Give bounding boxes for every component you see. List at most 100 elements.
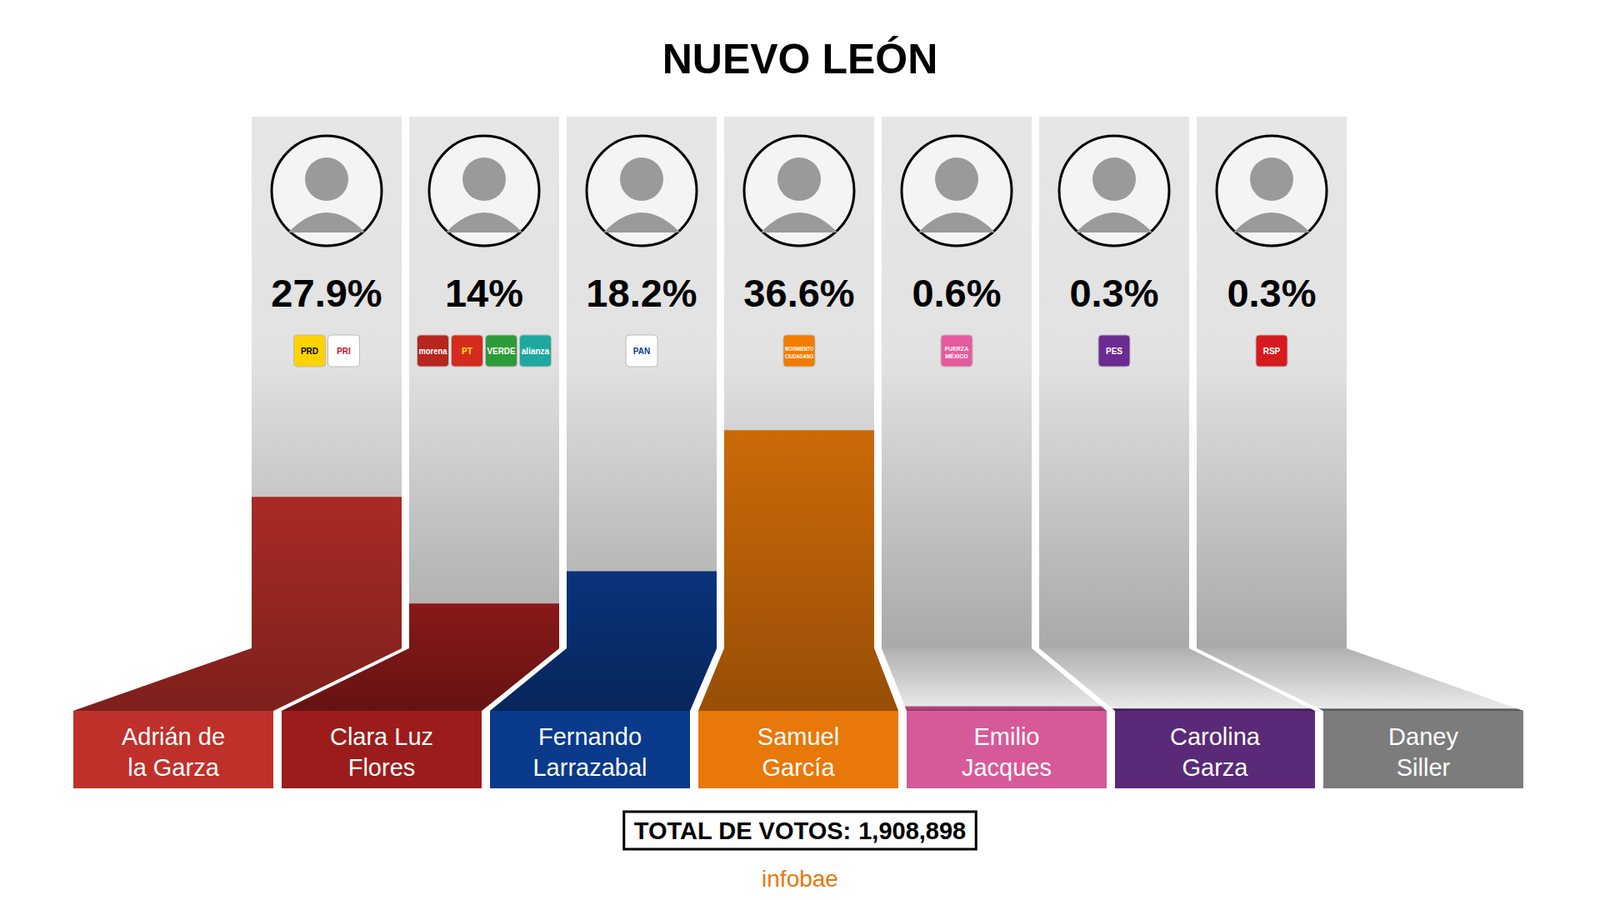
photo-frame xyxy=(1216,135,1327,246)
party-label: PAN xyxy=(633,346,650,356)
category-label: Clara LuzFlores xyxy=(330,723,434,781)
bar-shade xyxy=(1318,708,1524,711)
bar-shade xyxy=(1112,708,1315,711)
party-label: morena xyxy=(419,346,448,356)
category-line: Larrazabal xyxy=(532,754,647,781)
category-line: Daney xyxy=(1388,723,1459,750)
photo-body xyxy=(1233,212,1310,233)
category-line: Emilio xyxy=(974,723,1040,750)
category-label: Daney Siller xyxy=(1388,723,1459,781)
name-plate xyxy=(1323,710,1524,789)
name-plate xyxy=(73,710,274,789)
column-bg xyxy=(1196,116,1347,649)
category-line: Carolina xyxy=(1170,723,1261,750)
photo-body xyxy=(760,212,838,233)
bar-group xyxy=(490,571,717,711)
party-logo xyxy=(783,335,815,367)
backgrounds xyxy=(73,116,1524,789)
name-plate xyxy=(1115,710,1315,789)
photo-frame xyxy=(1059,135,1170,246)
party-logo xyxy=(520,335,552,367)
name-plate xyxy=(490,710,690,789)
source: infobae xyxy=(761,865,839,892)
category-line: la Garza xyxy=(127,754,220,781)
total-value: 1,908,898 xyxy=(858,817,966,845)
column-bg xyxy=(566,116,717,649)
bar-group xyxy=(1318,708,1524,711)
data-label: 0.3% xyxy=(1226,270,1316,315)
category-label: Adrián de la Garza xyxy=(121,723,225,781)
party-label: PRD xyxy=(300,346,319,356)
total-box xyxy=(624,811,977,850)
bar xyxy=(1318,708,1524,711)
photo-head xyxy=(1250,157,1294,201)
name-plate xyxy=(698,710,899,789)
photo-body xyxy=(1075,212,1153,233)
photo-frame xyxy=(271,135,382,246)
party-logo xyxy=(294,335,326,367)
photo-body xyxy=(445,212,523,233)
photo-frame xyxy=(744,135,855,246)
labels: 27.9% PRD PRI Adrián de la Garza 14% morena PT V… xyxy=(121,270,1459,781)
party-label: PES xyxy=(1105,346,1123,356)
party-logo xyxy=(485,335,518,367)
category-line: Clara Luz xyxy=(330,723,434,750)
party-logo xyxy=(1098,335,1130,367)
total-label: TOTAL DE VOTOS: xyxy=(634,817,852,845)
photo-frame xyxy=(586,135,697,246)
party-label: RSP xyxy=(1263,346,1281,356)
data-label: 14% xyxy=(445,270,524,315)
column-bg xyxy=(1039,116,1190,649)
data-label: 0.6% xyxy=(911,270,1001,315)
party-label: CIUDADANO xyxy=(785,353,814,360)
photo-frame xyxy=(429,135,540,246)
data-label: 36.6% xyxy=(743,270,855,315)
photo-head xyxy=(935,157,979,201)
bar-shade xyxy=(905,706,1107,712)
data-label: 27.9% xyxy=(270,270,382,315)
data-label: 18.2% xyxy=(585,270,697,315)
party-logo xyxy=(940,335,973,367)
category-line: Jacques xyxy=(961,754,1052,781)
category-line: Garza xyxy=(1182,754,1250,781)
chart: NUEVO LEÓN 27.9% PRD PRI Adrián de la Garza 14… xyxy=(0,0,1600,900)
category-line: Adrián de xyxy=(121,723,225,750)
party-label: alianza xyxy=(521,346,550,356)
bar-shade xyxy=(490,571,717,711)
photo-head xyxy=(462,157,506,201)
party-logo xyxy=(625,335,658,367)
bar-shade xyxy=(698,430,899,711)
party-logo xyxy=(1255,335,1288,367)
party-label: FUERZA xyxy=(945,345,969,352)
party-label: PT xyxy=(461,346,473,356)
title: NUEVO LEÓN xyxy=(662,35,939,83)
bar-group xyxy=(905,706,1107,712)
category-label: Fernando Larrazabal xyxy=(532,723,647,781)
photo-frame xyxy=(901,135,1012,246)
name-plate xyxy=(906,710,1107,789)
photo-body xyxy=(603,212,680,233)
photo-body xyxy=(918,212,995,233)
category-line: García xyxy=(761,754,835,781)
bar xyxy=(698,430,899,711)
category-line: Fernando xyxy=(538,723,642,750)
photo-head xyxy=(1092,157,1136,201)
bar xyxy=(905,706,1107,712)
total: TOTAL DE VOTOS:1,908,898 xyxy=(624,811,977,850)
bar-group xyxy=(698,430,899,711)
category-label: Emilio Jacques xyxy=(961,723,1052,781)
photo-head xyxy=(620,157,664,201)
column-bg xyxy=(409,116,560,649)
category-label: Samuel García xyxy=(757,723,840,781)
column-bg xyxy=(881,116,1032,649)
party-label: MOVIMIENTO xyxy=(785,345,814,352)
party-logo xyxy=(417,335,450,367)
party-label: PRI xyxy=(336,346,351,356)
party-logo xyxy=(451,335,484,367)
bar xyxy=(1112,708,1315,711)
category-line: Siller xyxy=(1396,754,1451,781)
bars xyxy=(73,430,1524,711)
party-label: VERDE xyxy=(487,346,516,356)
category-line: Samuel xyxy=(757,723,840,750)
connector xyxy=(1196,648,1524,711)
